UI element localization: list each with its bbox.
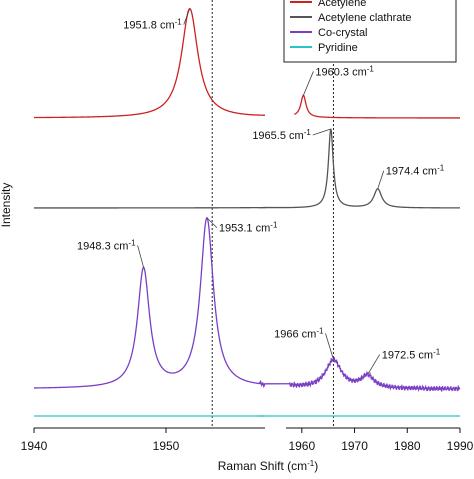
legend-label-4: Pyridine	[318, 42, 358, 54]
annotation-leader-1960.3	[303, 71, 313, 95]
annotation-1966: 1966 cm-1	[274, 326, 324, 340]
x-axis-title: Raman Shift (cm-1)	[218, 459, 318, 473]
x-tick-label-1950: 1950	[153, 439, 180, 453]
x-tick-label-1990: 1990	[447, 439, 474, 453]
annotation-1972.5: 1972.5 cm-1	[382, 347, 441, 361]
legend-label-2: Acetylene clathrate	[318, 12, 412, 24]
x-tick-label-1970: 1970	[341, 439, 368, 453]
annotation-1965.5: 1965.5 cm-1	[252, 128, 311, 142]
annotation-1974.4: 1974.4 cm-1	[386, 164, 445, 178]
series-line-co-crystal-panel-1	[34, 218, 265, 388]
annotation-leader-1972.5	[368, 354, 380, 374]
annotation-leader-1951.8	[184, 9, 190, 25]
annotation-leader-1966	[325, 333, 333, 359]
x-tick-label-1960: 1960	[288, 439, 315, 453]
annotation-1953.1: 1953.1 cm-1	[219, 221, 278, 235]
annotation-leader-1974.4	[378, 171, 384, 189]
annotation-leader-1948.3	[138, 245, 144, 267]
y-axis-title: Intensity	[0, 183, 13, 228]
series-line-co-crystal-panel-2	[258, 357, 460, 391]
series-line-acetylene-panel-2	[294, 95, 460, 118]
x-tick-label-1980: 1980	[394, 439, 421, 453]
annotation-1948.3: 1948.3 cm-1	[77, 238, 136, 252]
annotation-1951.8: 1951.8 cm-1	[123, 18, 182, 32]
legend-label-3: Co-crystal	[318, 27, 368, 39]
annotation-leader-1965.5	[313, 129, 331, 135]
legend-label-1: Acetylene	[318, 0, 366, 9]
annotation-1960.3: 1960.3 cm-1	[315, 64, 374, 78]
x-tick-label-1940: 1940	[21, 439, 48, 453]
